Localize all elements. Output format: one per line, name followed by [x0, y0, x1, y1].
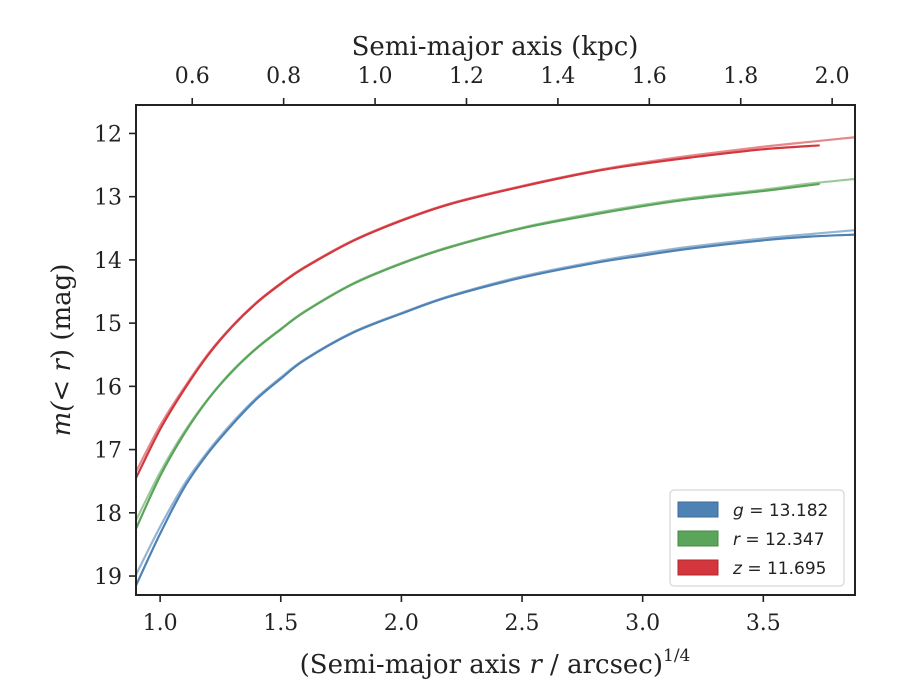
left-axis-ticks: 12 13 14 15 16 17 18 19 [94, 122, 136, 590]
legend-label-r: r = 12.347 [733, 530, 825, 550]
legend-var-z: z [732, 559, 743, 579]
top-tick-label: 2.0 [815, 64, 850, 89]
legend-label-g: g = 13.182 [733, 501, 828, 521]
legend-value-z: = 11.695 [742, 559, 827, 579]
y-tick-label: 16 [94, 375, 122, 400]
bottom-axis-ticks: 1.0 1.5 2.0 2.5 3.0 3.5 [143, 595, 781, 636]
legend-var-g: g [733, 501, 744, 521]
legend-entry-r: r = 12.347 [677, 530, 825, 550]
legend-value-r: = 12.347 [740, 530, 825, 550]
top-tick-label: 0.6 [175, 64, 210, 89]
x-axis-title-exponent: 1/4 [663, 646, 690, 666]
top-axis-ticks: 0.6 0.8 1.0 1.2 1.4 1.6 1.8 2.0 [175, 64, 850, 105]
y-axis-title-op: < r [47, 358, 77, 402]
series-layer [136, 136, 855, 587]
series-g-data-line [136, 233, 855, 587]
top-tick-label: 1.6 [632, 64, 667, 89]
y-tick-label: 13 [94, 186, 122, 211]
top-tick-label: 1.8 [723, 64, 758, 89]
y-tick-label: 18 [94, 502, 122, 527]
x-axis-title: (Semi-major axis r / arcsec)1/4 [300, 646, 691, 680]
x-tick-label: 1.0 [143, 611, 178, 636]
legend: g = 13.182 r = 12.347 z = 11.695 [669, 489, 845, 587]
legend-swatch-z [677, 559, 719, 576]
x-tick-label: 1.5 [263, 611, 298, 636]
series-r-data-line [136, 182, 820, 530]
y-axis-title-post: ) (mag) [47, 264, 77, 360]
plot-area [135, 104, 856, 596]
x-axis-title-var: r [529, 650, 543, 680]
top-tick-label: 1.2 [449, 64, 484, 89]
top-tick-label: 0.8 [266, 64, 301, 89]
top-axis-title: Semi-major axis (kpc) [352, 32, 639, 62]
y-axis-title: m(< r) (mag) [47, 264, 77, 437]
legend-entry-g: g = 13.182 [677, 501, 828, 521]
x-axis-title-rest: / arcsec) [542, 650, 663, 680]
legend-swatch-r [677, 530, 719, 547]
x-tick-label: 3.0 [625, 611, 660, 636]
top-tick-label: 1.0 [358, 64, 393, 89]
legend-var-r: r [733, 530, 741, 550]
top-tick-label: 1.4 [540, 64, 575, 89]
legend-value-g: = 13.182 [744, 501, 829, 521]
legend-label-z: z = 11.695 [732, 559, 826, 579]
x-axis-title-main: (Semi-major axis [300, 650, 530, 680]
legend-entry-z: z = 11.695 [677, 559, 826, 579]
y-tick-label: 17 [94, 439, 122, 464]
y-tick-label: 15 [94, 312, 122, 337]
x-tick-label: 2.5 [505, 611, 540, 636]
y-tick-label: 12 [94, 122, 122, 147]
y-axis-title-pre: m( [47, 401, 77, 437]
x-tick-label: 3.5 [746, 611, 781, 636]
x-tick-label: 2.0 [384, 611, 419, 636]
y-tick-label: 19 [94, 565, 122, 590]
y-tick-label: 14 [94, 249, 122, 274]
series-z-data-line [136, 144, 820, 480]
plot-frame [135, 104, 856, 596]
legend-swatch-g [677, 501, 719, 518]
